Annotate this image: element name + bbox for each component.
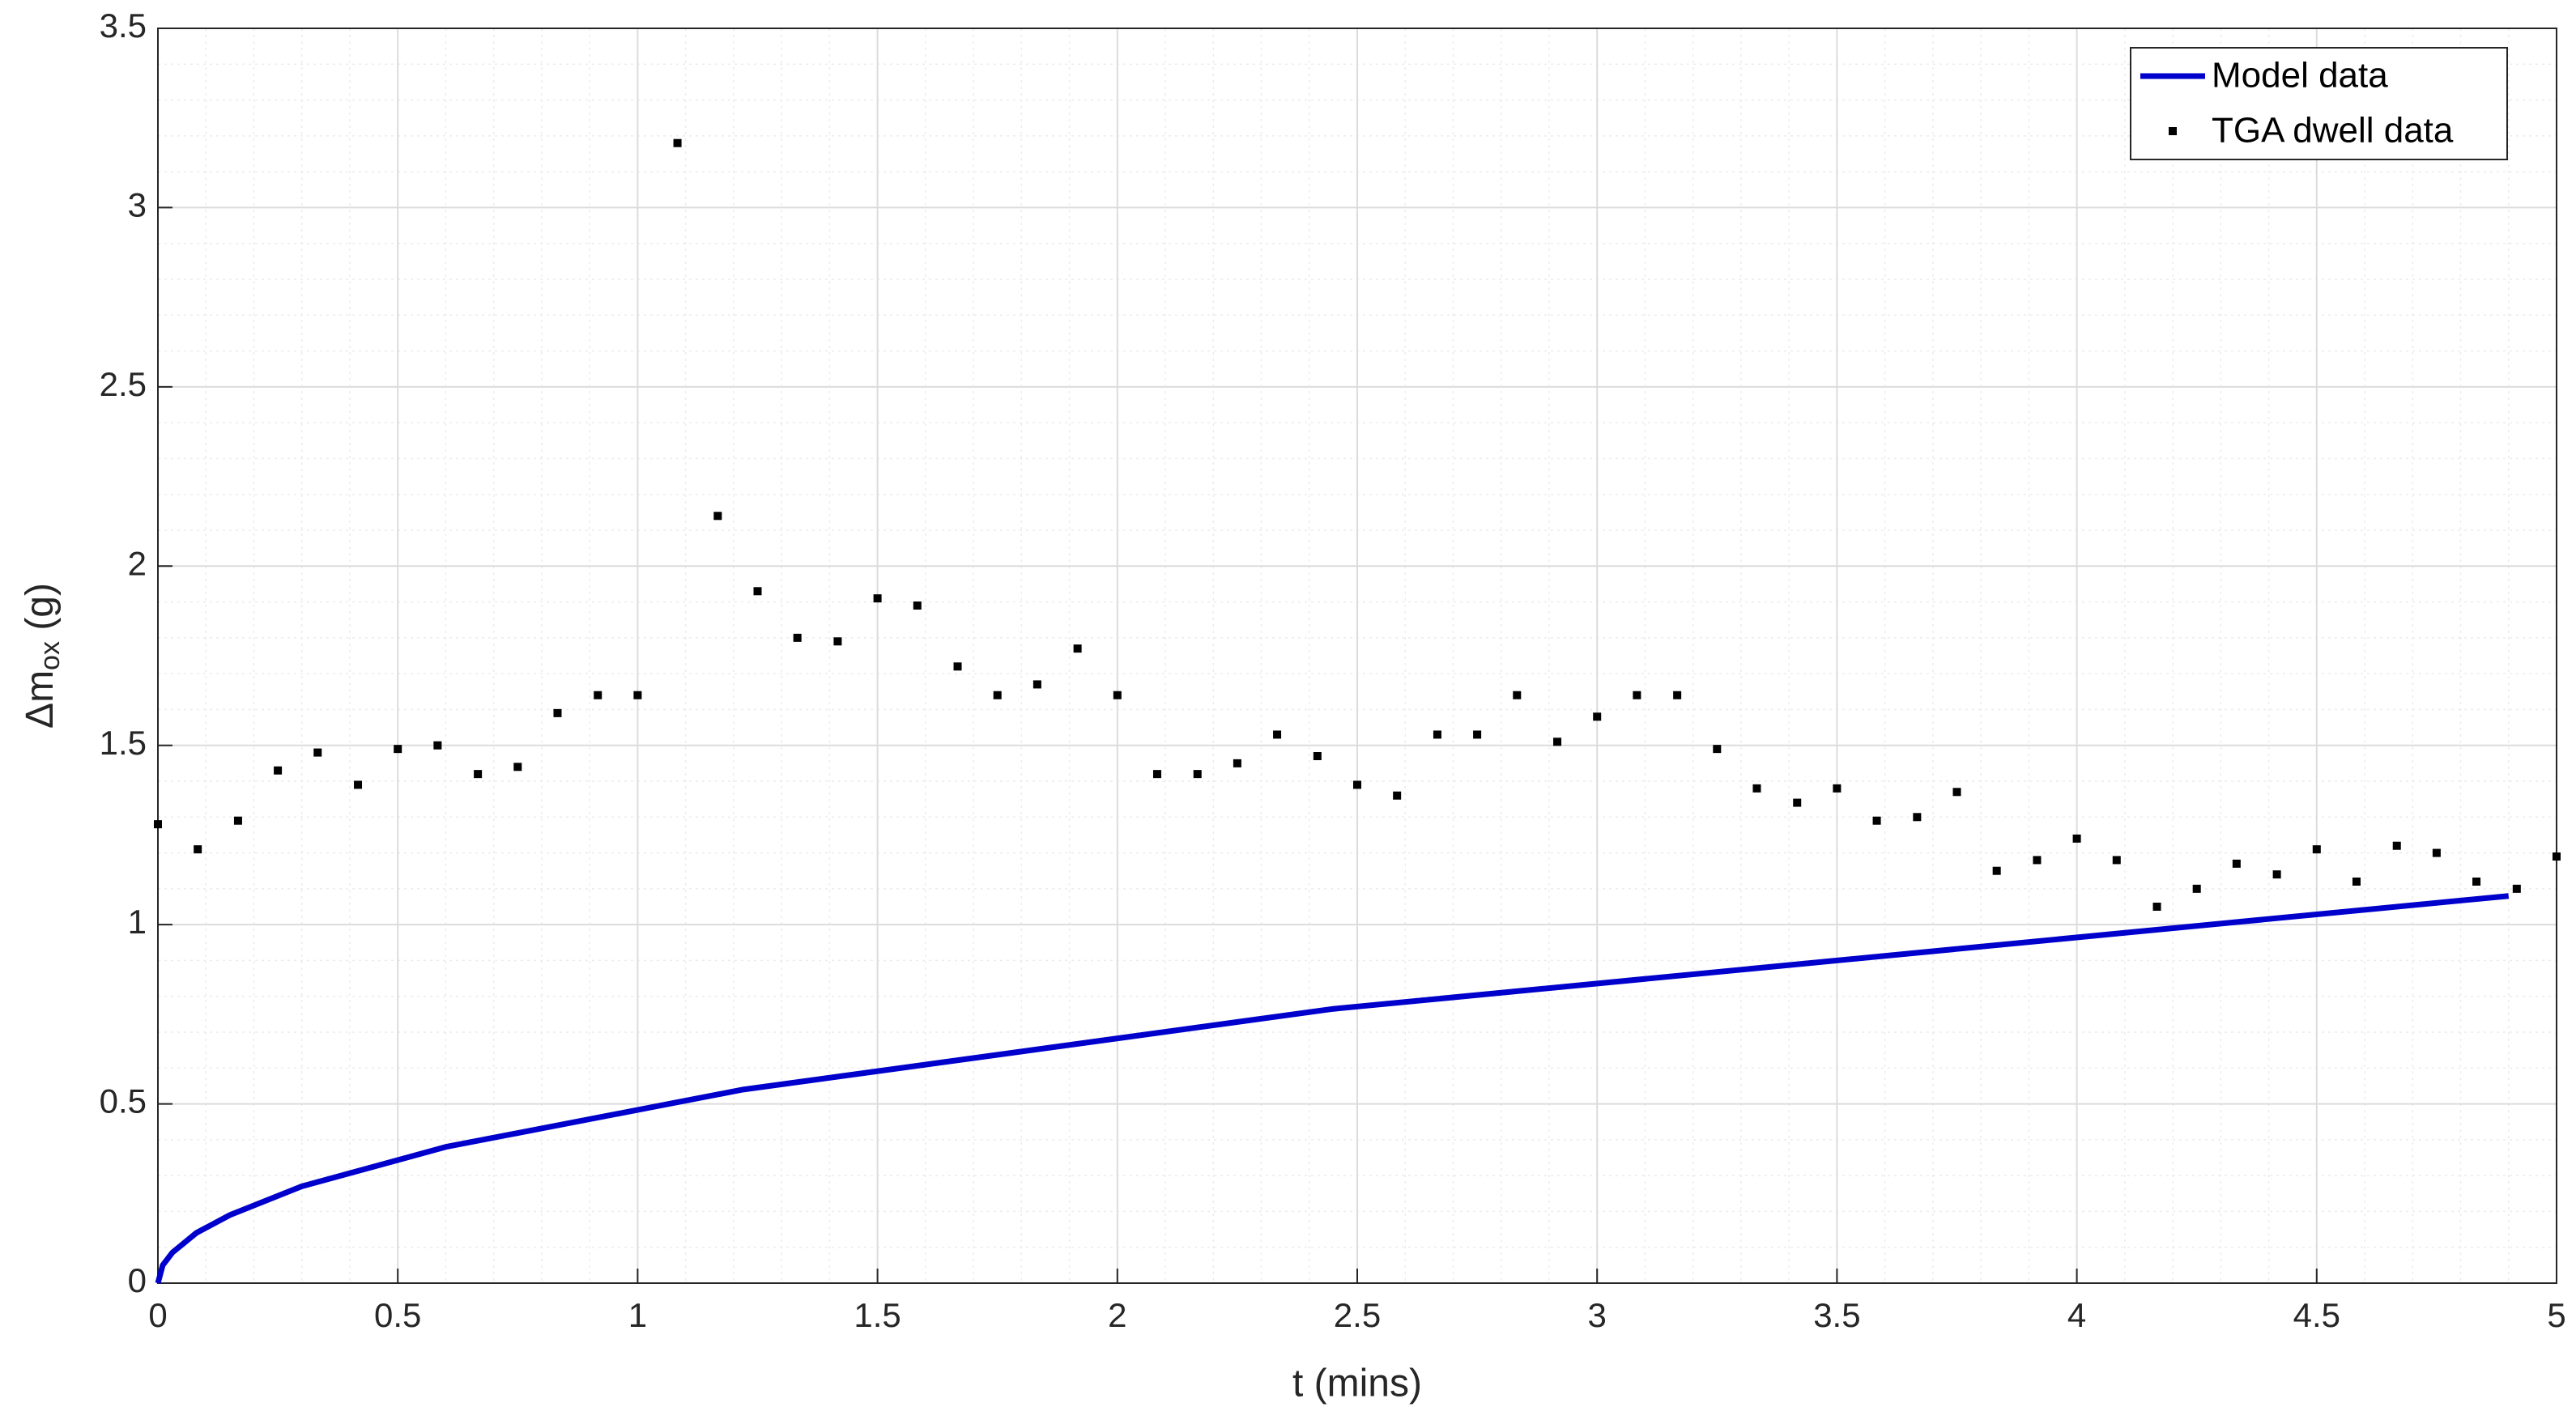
data-point [1353, 780, 1361, 789]
data-point [1473, 730, 1482, 739]
data-point [2033, 856, 2042, 865]
data-point [2272, 870, 2281, 879]
data-point [1393, 791, 1402, 800]
data-point [713, 512, 722, 521]
data-point [2352, 878, 2361, 886]
data-point [594, 691, 602, 699]
data-point [1913, 813, 1922, 822]
plot-frame [157, 28, 2557, 1284]
x-tick-label: 5 [2547, 1296, 2565, 1334]
data-point [2553, 852, 2561, 861]
data-point [1033, 680, 1041, 689]
data-point [833, 637, 842, 646]
data-point [354, 780, 363, 789]
data-point [394, 745, 402, 754]
data-point [1193, 770, 1202, 779]
data-point [1633, 691, 1641, 699]
y-axis-label-unit: (g) [19, 583, 62, 641]
data-point [633, 691, 642, 699]
data-point [2232, 859, 2241, 868]
x-tick-label: 3.5 [1813, 1296, 1860, 1334]
x-tick-label: 3 [1588, 1296, 1607, 1334]
data-point [274, 766, 283, 775]
data-point [1793, 798, 1802, 807]
data-point [1152, 770, 1161, 779]
data-point [2152, 903, 2161, 911]
data-point [233, 816, 242, 825]
y-tick-label: 2.5 [100, 365, 147, 403]
data-point [194, 845, 202, 854]
y-axis-label-main: Δm [19, 670, 62, 729]
data-point [793, 633, 802, 642]
data-point [2472, 878, 2481, 886]
data-point [1752, 784, 1761, 793]
data-point [2072, 834, 2081, 843]
data-point [513, 763, 522, 772]
data-point [2392, 841, 2401, 850]
data-point [873, 594, 882, 603]
x-tick-label: 1.5 [854, 1296, 901, 1334]
data-point [2192, 884, 2201, 893]
data-point [2432, 848, 2441, 857]
data-point [1433, 730, 1441, 739]
legend-label: TGA dwell data [2212, 111, 2454, 151]
data-point [474, 770, 483, 779]
data-point [553, 708, 562, 717]
x-tick-label: 0.5 [374, 1296, 421, 1334]
y-tick-label: 3 [128, 186, 147, 224]
y-tick-label: 0.5 [100, 1082, 147, 1120]
legend-marker [2169, 127, 2177, 135]
data-point [2312, 845, 2321, 854]
x-tick-label: 2 [1108, 1296, 1126, 1334]
data-point [1713, 745, 1722, 754]
x-tick-label: 0 [148, 1296, 167, 1334]
x-tick-label: 2.5 [1334, 1296, 1381, 1334]
data-point [1113, 691, 1122, 699]
y-axis-label-sub: ox [35, 641, 66, 670]
data-point [1513, 691, 1522, 699]
x-axis-label: t (mins) [1292, 1362, 1422, 1405]
data-point [1593, 712, 1602, 721]
data-point [313, 748, 322, 757]
x-tick-label: 4 [2067, 1296, 2086, 1334]
data-point [2512, 884, 2521, 893]
data-point [1313, 752, 1322, 760]
data-point [673, 138, 682, 147]
y-tick-label: 1 [128, 903, 147, 941]
data-point [953, 662, 962, 671]
data-point [1833, 784, 1842, 793]
data-point [1992, 866, 2001, 875]
data-point [154, 820, 162, 829]
y-tick-label: 0 [128, 1261, 147, 1299]
data-point [433, 741, 442, 750]
legend-label: Model data [2212, 56, 2388, 96]
y-tick-label: 3.5 [100, 6, 147, 45]
data-point [1553, 738, 1562, 746]
data-point [1273, 730, 1282, 739]
y-axis-label: Δmox (g) [19, 583, 66, 729]
y-tick-label: 2 [128, 544, 147, 582]
data-point [1952, 788, 1961, 797]
model-line [155, 893, 2510, 1284]
data-point [993, 691, 1002, 699]
data-point [913, 601, 922, 610]
legend-box [2130, 47, 2508, 160]
data-point [753, 587, 762, 596]
data-point [2112, 856, 2121, 865]
data-point [1233, 759, 1241, 767]
y-tick-label: 1.5 [100, 724, 147, 762]
data-point [1872, 816, 1881, 825]
data-point [1073, 644, 1082, 653]
x-tick-label: 4.5 [2293, 1296, 2340, 1334]
x-tick-label: 1 [628, 1296, 647, 1334]
data-point [1673, 691, 1682, 699]
